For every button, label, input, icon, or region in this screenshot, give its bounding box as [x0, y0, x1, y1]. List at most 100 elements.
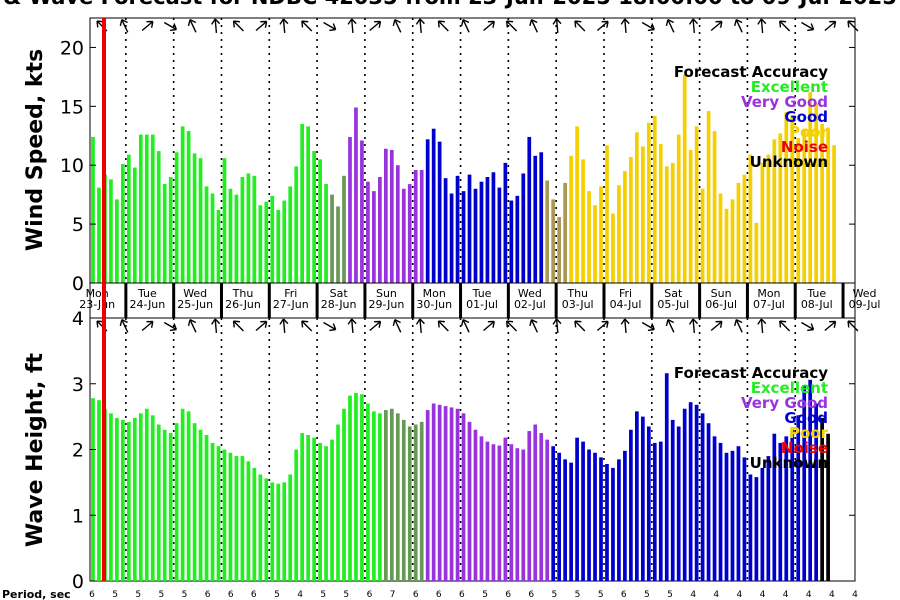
wave-direction-arrow-icon: [824, 320, 837, 332]
period-value: 7: [390, 590, 396, 600]
period-value: 5: [135, 590, 141, 600]
wind-bar: [694, 126, 699, 283]
wind-direction-arrow-icon: [779, 20, 791, 32]
wave-bar: [449, 407, 454, 581]
period-value: 5: [575, 590, 581, 600]
wave-bar: [503, 437, 508, 581]
wind-bar: [461, 191, 466, 283]
wave-bar: [378, 413, 382, 581]
wave-bar: [288, 474, 293, 581]
wind-bar: [796, 138, 801, 283]
wind-bar: [682, 74, 687, 283]
wind-bar: [150, 134, 155, 283]
wave-bar: [808, 379, 813, 581]
chart-title: & Wave Forecast for NDBC 42035 from 23-J…: [3, 0, 897, 9]
wind-bar: [91, 136, 95, 283]
wind-bar: [228, 188, 233, 283]
wind-bar: [832, 145, 836, 283]
wave-bar: [300, 433, 305, 581]
wind-direction-arrow-icon: [529, 19, 538, 33]
wave-bar: [599, 457, 603, 581]
wind-y-ticks: 0 5 10 15 20: [60, 37, 855, 295]
period-value: 4: [829, 590, 835, 600]
period-value: 4: [690, 590, 696, 600]
wind-bar: [700, 188, 705, 283]
wave-bar: [593, 452, 597, 581]
wave-direction-arrow-icon: [369, 320, 382, 332]
wave-bar: [126, 421, 131, 581]
period-value: 5: [274, 590, 280, 600]
period-value: 5: [667, 590, 673, 600]
wind-bar: [712, 131, 717, 283]
wave-direction-arrow-icon: [641, 321, 655, 332]
wave-bar: [407, 426, 412, 581]
day-separator: [315, 283, 319, 318]
wind-bar: [395, 165, 400, 283]
wind-bar: [581, 159, 585, 283]
wind-bar: [623, 171, 627, 283]
wave-bar: [330, 439, 334, 581]
wind-direction-arrow-icon: [415, 18, 425, 34]
day-separator: [554, 283, 558, 318]
day-date-label: 24-Jun: [129, 298, 165, 311]
wave-bar: [557, 452, 562, 581]
wave-bar: [533, 424, 538, 581]
wind-direction-arrow-icon: [232, 20, 244, 32]
wind-direction-arrow-icon: [392, 19, 402, 33]
wave-bar: [527, 431, 532, 581]
day-name-label: Wed: [518, 287, 542, 300]
day-date-label: 06-Jul: [705, 298, 737, 311]
wave-bar: [467, 421, 472, 581]
day-separator: [506, 283, 510, 318]
wind-bar: [240, 177, 245, 283]
wave-bar: [372, 411, 376, 581]
day-separator: [459, 283, 463, 318]
day-date-label: 30-Jun: [416, 298, 452, 311]
wind-direction-arrow-icon: [163, 21, 178, 32]
wind-direction-arrow-icon: [301, 20, 313, 32]
wind-direction-arrow-icon: [574, 20, 586, 32]
wave-bar: [144, 408, 149, 581]
period-value: 6: [251, 590, 257, 600]
wind-bar: [300, 124, 305, 283]
wave-bar: [115, 417, 119, 581]
wave-direction-arrow-icon: [119, 319, 129, 333]
wave-bar: [366, 403, 370, 581]
wave-bar: [575, 437, 579, 581]
wind-bar: [658, 144, 663, 283]
wave-bar: [461, 413, 466, 581]
wave-bar: [569, 462, 573, 581]
wind-bar: [640, 146, 645, 283]
period-value: 4: [713, 590, 719, 600]
wind-bar: [342, 175, 346, 283]
wave-bar: [383, 410, 388, 581]
wave-bar: [264, 478, 269, 581]
wave-bars: [91, 373, 830, 582]
wind-bar: [790, 115, 795, 283]
wind-bar: [132, 167, 137, 283]
wind-bar: [593, 205, 597, 283]
day-separator: [172, 283, 176, 318]
wind-direction-arrow-icon: [688, 18, 699, 34]
wind-bar: [772, 139, 777, 283]
wave-bar: [784, 436, 789, 581]
wave-direction-arrow-icon: [163, 321, 178, 332]
wave-legend-title: Forecast Accuracy: [674, 364, 828, 382]
wave-y-ticks: 0 1 2 3 4: [72, 308, 855, 593]
period-value: 5: [112, 590, 118, 600]
wave-bar: [258, 474, 263, 581]
period-value: 5: [182, 590, 188, 600]
wind-ytick-label: 5: [72, 214, 84, 236]
period-value: 4: [760, 590, 766, 600]
wave-bar: [401, 419, 406, 581]
wind-bar: [419, 169, 424, 283]
wind-bar: [455, 175, 460, 283]
wave-bar: [437, 404, 442, 581]
wave-direction-arrow-icon: [596, 320, 609, 332]
wave-direction-arrow-icon: [710, 320, 723, 332]
wind-bar: [575, 126, 579, 283]
wind-bar: [563, 182, 567, 283]
day-separator: [411, 283, 415, 318]
wave-bar: [652, 442, 657, 581]
wind-bar: [264, 201, 269, 283]
